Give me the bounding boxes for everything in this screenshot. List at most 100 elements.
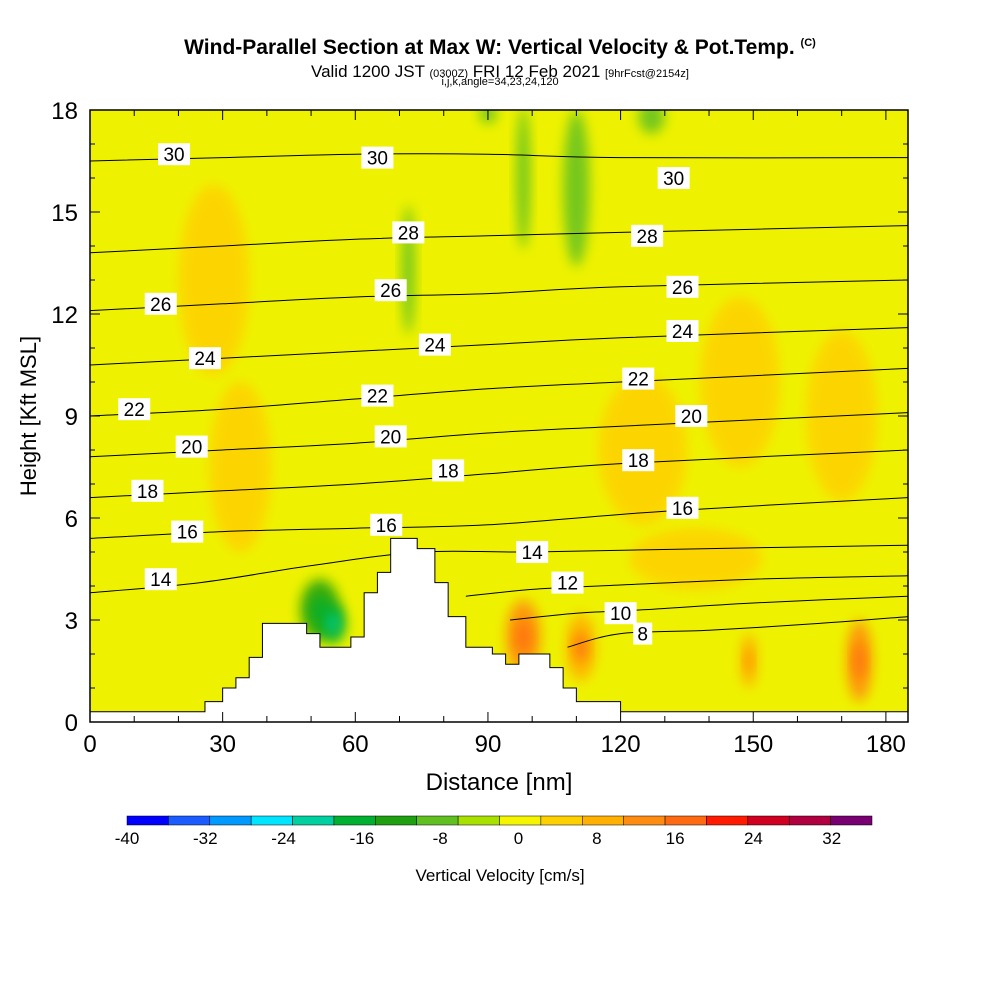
contour-label: 20: [181, 438, 202, 459]
contour-label: 14: [150, 570, 172, 591]
contour-label: 22: [124, 400, 145, 421]
contour-label-bg: [361, 146, 394, 169]
valid-prefix: Valid 1200 JST: [311, 62, 425, 81]
y-tick-label: 9: [65, 404, 78, 431]
colorbar-swatch: [830, 815, 873, 826]
contour-label-bg: [633, 622, 653, 645]
contour-label-bg: [657, 167, 690, 189]
terrain: [90, 537, 908, 722]
y-axis: 0 3 6 9 12 15 18: [51, 98, 908, 737]
contour-label-bg: [118, 398, 151, 421]
valid-date: FRI 12 Feb 2021: [472, 62, 601, 81]
x-tick-label: 30: [209, 731, 236, 758]
contour-label: 26: [672, 278, 693, 299]
contour-label: 28: [637, 227, 658, 248]
colorbar-swatch: [623, 815, 666, 826]
colorbar-tick-label: 0: [514, 829, 523, 848]
colorbar-swatch: [168, 815, 211, 826]
contour-label-bg: [622, 449, 655, 472]
colorbar-swatch: [540, 815, 583, 826]
colorbar-tick-label: 8: [592, 829, 601, 848]
theta-line-26: [90, 279, 908, 312]
contour-label: 30: [663, 169, 684, 190]
contour-label: 26: [150, 295, 171, 316]
contour-label: 18: [628, 451, 649, 472]
contour-label: 10: [610, 604, 631, 625]
colorbar-swatch: [292, 815, 335, 826]
velocity-core-3: [744, 648, 753, 674]
velocity-cell-4: [209, 382, 272, 552]
grid-info: i,j,k,angle=34,23,24,120: [441, 76, 559, 88]
contour-label: 24: [424, 336, 446, 357]
theta-line-22: [90, 367, 908, 417]
x-tick-label: 150: [733, 731, 773, 758]
velocity-cell-9: [629, 528, 763, 590]
colorbar-tick-label: 16: [666, 829, 685, 848]
contour-label: 20: [681, 407, 702, 428]
contour-label-bg: [666, 320, 699, 342]
theta-line-30: [90, 153, 908, 162]
contour-label: 24: [672, 322, 694, 343]
contour-label: 30: [367, 149, 388, 170]
y-tick-label: 3: [65, 608, 78, 635]
velocity-core-0: [515, 620, 532, 654]
y-tick-label: 6: [65, 506, 78, 533]
contour-label: 22: [628, 370, 649, 391]
velocity-cell-14: [563, 110, 590, 267]
x-axis-label: Distance [nm]: [426, 769, 573, 796]
contour-label: 26: [380, 281, 401, 302]
chart-title-text: Wind-Parallel Section at Max W: Vertical…: [184, 36, 795, 59]
colorbar-swatch: [788, 815, 831, 826]
chart-title: Wind-Parallel Section at Max W: Vertical…: [0, 36, 1000, 60]
colorbar-swatch: [333, 815, 376, 826]
contour-label-bg: [631, 224, 664, 247]
contour-label-bg: [188, 347, 221, 370]
contour-label-bg: [675, 405, 708, 427]
colorbar-swatch: [375, 815, 417, 826]
contour-label: 16: [376, 516, 397, 537]
velocity-cell-7: [700, 297, 780, 467]
contour-label-bg: [131, 479, 164, 502]
colorbar-tick-label: 24: [744, 829, 763, 848]
theta-line-28: [90, 225, 908, 254]
velocity-core-1: [573, 631, 588, 663]
colorbar-swatch: [582, 815, 624, 826]
contour-label-bg: [144, 292, 177, 315]
colorbar-swatch: [706, 815, 749, 826]
colorbar: -40 -32 -24 -16 -8 0 8 16 24 32: [115, 815, 873, 848]
colorbar-swatch: [126, 815, 169, 826]
colorbar-swatch: [499, 815, 542, 826]
velocity-cell-15: [638, 110, 665, 134]
x-tick-label: 90: [475, 731, 502, 758]
contour-label-bg: [666, 496, 699, 519]
y-tick-label: 15: [51, 200, 78, 227]
x-tick-label: 60: [342, 731, 369, 758]
contour-label-bg: [370, 513, 403, 536]
x-axis: 0 30 60 90 120 150 180: [83, 110, 906, 758]
forecast-info: [9hrFcst@2154z]: [605, 68, 689, 80]
contour-label-bg: [604, 602, 637, 625]
colorbar-swatch: [747, 815, 790, 826]
contour-label: 14: [522, 543, 544, 564]
theta-line-16: [90, 497, 908, 539]
velocity-core-2: [853, 642, 866, 680]
velocity-field: [178, 110, 878, 702]
theta-line-10: [510, 595, 908, 621]
theta-contour-labels: 8 10 12 14 14 16 16 16 18 18 18 20 20 20 22 22 22 24 24 24 2…: [118, 143, 708, 646]
contour-label: 16: [672, 499, 693, 520]
valid-time-line: Valid 1200 JST (0300Z) FRI 12 Feb 2021 […: [0, 62, 1000, 82]
contour-label-bg: [158, 143, 191, 166]
contour-label: 18: [438, 461, 459, 482]
x-tick-label: 180: [866, 731, 906, 758]
colorbar-tick-label: -8: [433, 829, 448, 848]
colorbar-tick-label: -24: [271, 829, 296, 848]
colorbar-swatch: [416, 815, 459, 826]
contour-label: 18: [137, 482, 158, 503]
theta-line-20: [90, 412, 908, 458]
contour-label-bg: [144, 568, 177, 591]
colorbar-label: Vertical Velocity [cm/s]: [415, 866, 584, 885]
contour-label-bg: [361, 384, 394, 407]
contour-label-bg: [374, 425, 407, 448]
y-tick-label: 18: [51, 98, 78, 125]
